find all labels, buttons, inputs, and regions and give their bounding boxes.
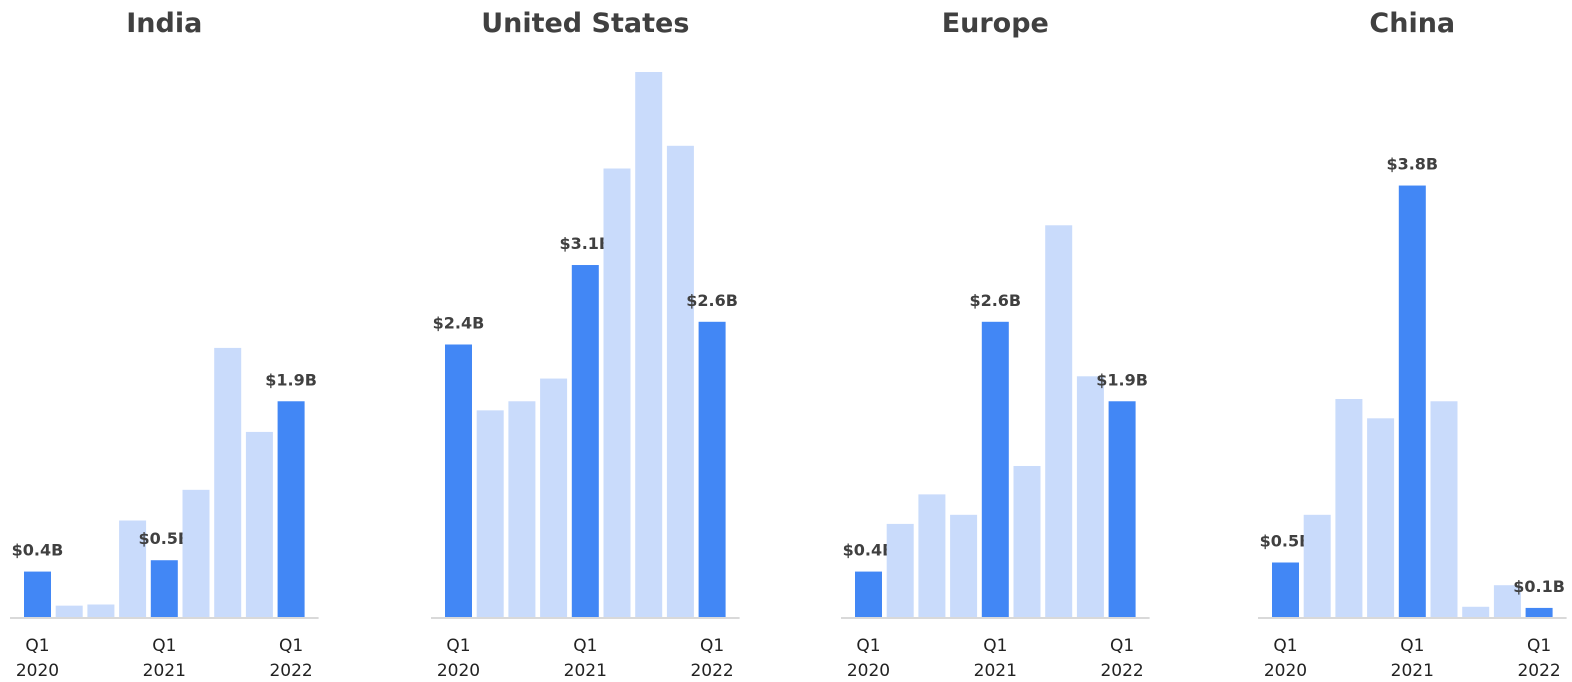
bar [508, 401, 536, 617]
value-label: $0.4B [843, 541, 895, 560]
tick-label-year: 2022 [269, 661, 312, 681]
value-label: $0.1B [1513, 577, 1565, 596]
bar [1335, 399, 1363, 617]
tick-label-year: 2022 [1100, 661, 1143, 681]
bar [666, 145, 694, 618]
bar [1076, 376, 1104, 617]
bar [214, 347, 242, 617]
tick-label-year: 2021 [143, 661, 186, 681]
highlight-bar [571, 265, 599, 617]
bar [1367, 418, 1395, 617]
bar [540, 378, 568, 617]
tick-label-quarter: Q1 [983, 636, 1007, 656]
panel-title: China [1369, 8, 1455, 39]
value-label: $1.9B [265, 370, 317, 389]
highlight-bar [24, 571, 51, 617]
tick-label-year: 2020 [1264, 661, 1307, 681]
bar [476, 410, 504, 617]
panel-title: United States [481, 8, 689, 39]
bar [55, 605, 83, 617]
tick-label-quarter: Q1 [1110, 636, 1134, 656]
tick-label-quarter: Q1 [152, 636, 176, 656]
value-label: $3.1B [559, 234, 611, 253]
highlight-bar [981, 321, 1009, 617]
tick-label-quarter: Q1 [25, 636, 49, 656]
tick-label-year: 2020 [847, 661, 890, 681]
value-label: $0.4B [12, 541, 64, 560]
tick-label-year: 2022 [690, 661, 733, 681]
value-label: $0.5B [138, 529, 190, 548]
panel-title: Europe [942, 8, 1049, 39]
highlight-bar [445, 344, 472, 617]
bar [1430, 401, 1458, 617]
bar [1013, 465, 1041, 617]
tick-label-quarter: Q1 [1273, 636, 1297, 656]
bar [635, 72, 663, 617]
tick-label-year: 2021 [564, 661, 607, 681]
bar [119, 520, 147, 617]
tick-label-quarter: Q1 [446, 636, 470, 656]
value-label: $3.8B [1386, 155, 1438, 174]
tick-label-quarter: Q1 [856, 636, 880, 656]
value-label: $2.4B [433, 314, 485, 333]
tick-label-quarter: Q1 [573, 636, 597, 656]
tick-label-year: 2020 [16, 661, 59, 681]
bar [950, 514, 978, 617]
tick-label-year: 2022 [1517, 661, 1560, 681]
highlight-bar [1525, 607, 1553, 617]
bar [87, 604, 115, 617]
bar [245, 431, 273, 617]
bar [918, 494, 946, 617]
tick-label-year: 2021 [1391, 661, 1434, 681]
panel-1: United States $2.4B $3.1B $2.6B Q1 2020 Q1 2021… [431, 8, 740, 681]
value-label: $2.6B [686, 291, 738, 310]
highlight-bar [1108, 401, 1136, 617]
bar [1493, 585, 1521, 617]
highlight-bar [277, 401, 305, 617]
highlight-bar [698, 321, 726, 617]
tick-label-quarter: Q1 [279, 636, 303, 656]
bar [1045, 225, 1073, 617]
highlight-bar [150, 560, 178, 617]
tick-label-quarter: Q1 [1400, 636, 1424, 656]
bar [1303, 514, 1331, 617]
value-label: $1.9B [1096, 370, 1148, 389]
highlight-bar [855, 571, 882, 617]
bar [182, 489, 210, 617]
tick-label-year: 2020 [437, 661, 480, 681]
tick-label-quarter: Q1 [1527, 636, 1551, 656]
value-label: $2.6B [969, 291, 1021, 310]
bar [1462, 606, 1490, 617]
highlight-bar [1272, 562, 1299, 617]
bar [886, 523, 914, 617]
tick-label-year: 2021 [974, 661, 1017, 681]
highlight-bar [1398, 185, 1426, 617]
value-label: $0.5B [1260, 532, 1312, 551]
tick-label-quarter: Q1 [700, 636, 724, 656]
panel-title: India [126, 8, 202, 39]
panel-3: China $0.5B $3.8B $0.1B Q1 2020 Q1 2021 Q1 2022 [1258, 8, 1567, 681]
bar [603, 168, 631, 617]
panel-0: India $0.4B $0.5B $1.9B Q1 2020 Q1 2021 Q1 2022 [10, 8, 319, 681]
panel-2: Europe $0.4B $2.6B $1.9B Q1 2020 Q1 2021 Q1 2022 [841, 8, 1150, 681]
